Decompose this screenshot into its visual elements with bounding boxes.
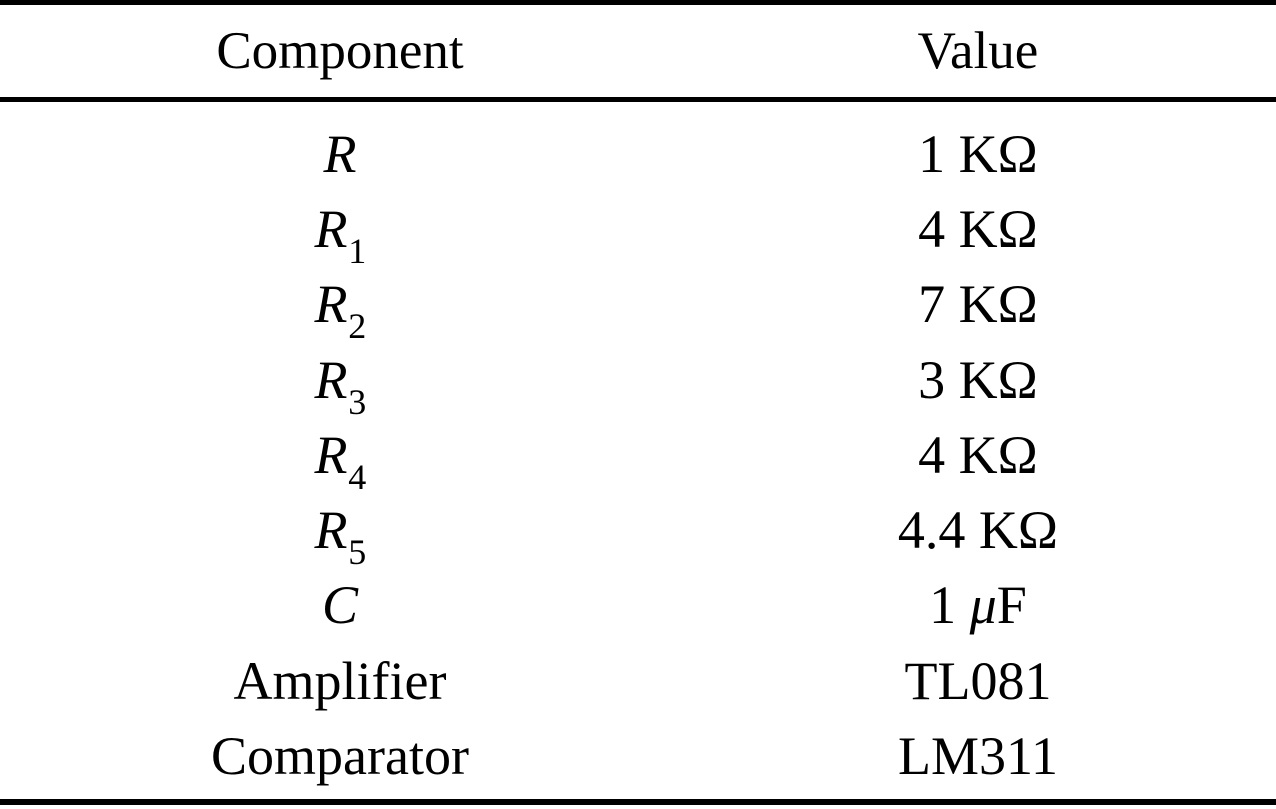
table-row: R3 3 KΩ — [0, 342, 1276, 422]
value-cell: 4 KΩ — [918, 424, 1038, 485]
component-cell: R4 — [314, 424, 367, 497]
table-row: Amplifier TL081 — [0, 643, 1276, 718]
table-row: R4 4 KΩ — [0, 417, 1276, 497]
table-row: C 1 μF — [0, 568, 1276, 643]
table-header-rule — [0, 97, 1276, 102]
component-cell: R5 — [314, 500, 367, 573]
value-cell: 1 μF — [929, 575, 1027, 636]
value-cell: 4 KΩ — [918, 198, 1038, 259]
value-cell: TL081 — [904, 650, 1052, 711]
component-cell: C — [321, 575, 359, 636]
table-row: R 1 KΩ — [0, 116, 1276, 191]
table-row: R5 4.4 KΩ — [0, 492, 1276, 573]
column-header-value-label: Value — [917, 21, 1039, 80]
table-row: Comparator LM311 — [0, 718, 1276, 793]
component-cell: Amplifier — [233, 650, 447, 711]
value-cell: LM311 — [898, 726, 1058, 787]
column-header-value: Value — [680, 5, 1276, 97]
value-cell: 4.4 KΩ — [897, 500, 1059, 561]
component-cell: R2 — [314, 274, 367, 347]
table-body: R 1 KΩ R1 4 KΩ R2 7 KΩ R3 3 KΩ R4 4 KΩ R5 4.4 KΩ C 1 … — [0, 102, 1276, 794]
component-cell: R3 — [314, 349, 367, 422]
table-bottom-rule — [0, 799, 1276, 805]
value-cell: 3 KΩ — [918, 349, 1038, 410]
component-cell: R1 — [314, 198, 367, 272]
component-cell: R — [323, 123, 357, 184]
column-header-component: Component — [0, 5, 680, 97]
column-header-component-label: Component — [216, 21, 464, 80]
component-cell: Comparator — [211, 726, 469, 787]
table-row: R1 4 KΩ — [0, 191, 1276, 272]
table-row: R2 7 KΩ — [0, 267, 1276, 347]
value-cell: 7 KΩ — [918, 274, 1038, 335]
table-top-rule — [0, 0, 1276, 5]
table-header-row: Component Value — [0, 5, 1276, 97]
value-cell: 1 KΩ — [918, 123, 1038, 184]
